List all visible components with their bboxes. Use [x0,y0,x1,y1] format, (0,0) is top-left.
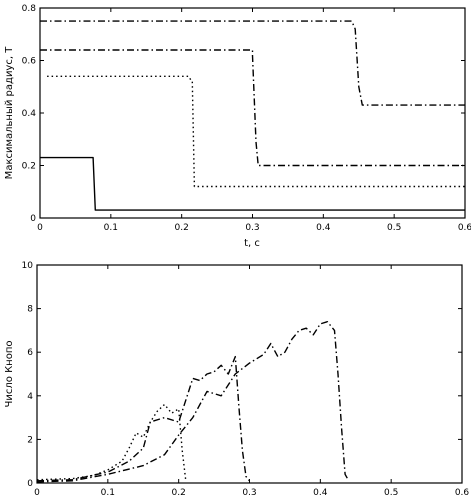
bottom-x-tick-label: 0.2 [172,488,186,498]
top-y-tick-label: 0 [30,214,36,224]
bottom-series-3-line [36,321,350,483]
top-x-tick-label: 0.6 [458,223,471,233]
bottom-x-tick-label: 0.5 [384,488,398,498]
bottom-chart: 0 0.1 0.2 0.3 0.4 0.5 0.6 0 2 4 6 8 10 Число Кнопо [4,261,469,498]
top-x-tick-label: 0.1 [104,223,118,233]
top-y-tick-label: 0.8 [22,4,37,14]
top-series-2-line [47,75,465,188]
bottom-y-tick-label: 8 [27,305,33,315]
top-y-tick-label: 0.2 [22,162,36,172]
bottom-y-axis-label: Число Кнопо [4,341,15,408]
top-series [40,20,465,211]
top-x-tick-label: 0.4 [316,223,331,233]
top-ticks: 0 0.1 0.2 0.3 0.4 0.5 0.6 0 0.2 0.4 0.6 0.8 [22,4,471,233]
bottom-plot-frame [36,264,463,484]
top-chart: 0 0.1 0.2 0.3 0.4 0.5 0.6 0 0.2 0.4 0.6 0.8 t, c Ма… [4,4,471,249]
bottom-series [36,321,350,483]
top-x-tick-label: 0.2 [175,223,189,233]
top-x-tick-label: 0.3 [245,223,259,233]
bottom-x-tick-label: 0 [34,488,40,498]
top-series-4-line [40,20,465,106]
top-x-axis-label: t, c [244,238,260,249]
top-series-1-line [40,156,465,211]
bottom-ticks: 0 0.1 0.2 0.3 0.4 0.5 0.6 0 2 4 6 8 10 [22,261,470,498]
top-x-tick-label: 0.5 [387,223,401,233]
bottom-y-tick-label: 2 [27,435,33,445]
top-x-tick-label: 0 [37,223,43,233]
bottom-x-tick-label: 0.4 [313,488,328,498]
bottom-y-tick-label: 0 [27,479,33,489]
bottom-x-tick-label: 0.3 [242,488,256,498]
bottom-series-2-line [36,355,251,482]
bottom-series-1-line [36,403,187,481]
bottom-y-tick-label: 6 [27,348,33,358]
bottom-x-tick-label: 0.6 [455,488,470,498]
top-y-axis-label: Максимальный радиус, Т [4,46,15,180]
bottom-x-tick-label: 0.1 [101,488,115,498]
top-series-3-line [40,49,465,167]
bottom-y-tick-label: 4 [27,392,33,402]
bottom-y-tick-label: 10 [22,261,34,271]
top-y-tick-label: 0.6 [22,57,37,67]
top-y-tick-label: 0.4 [22,109,37,119]
